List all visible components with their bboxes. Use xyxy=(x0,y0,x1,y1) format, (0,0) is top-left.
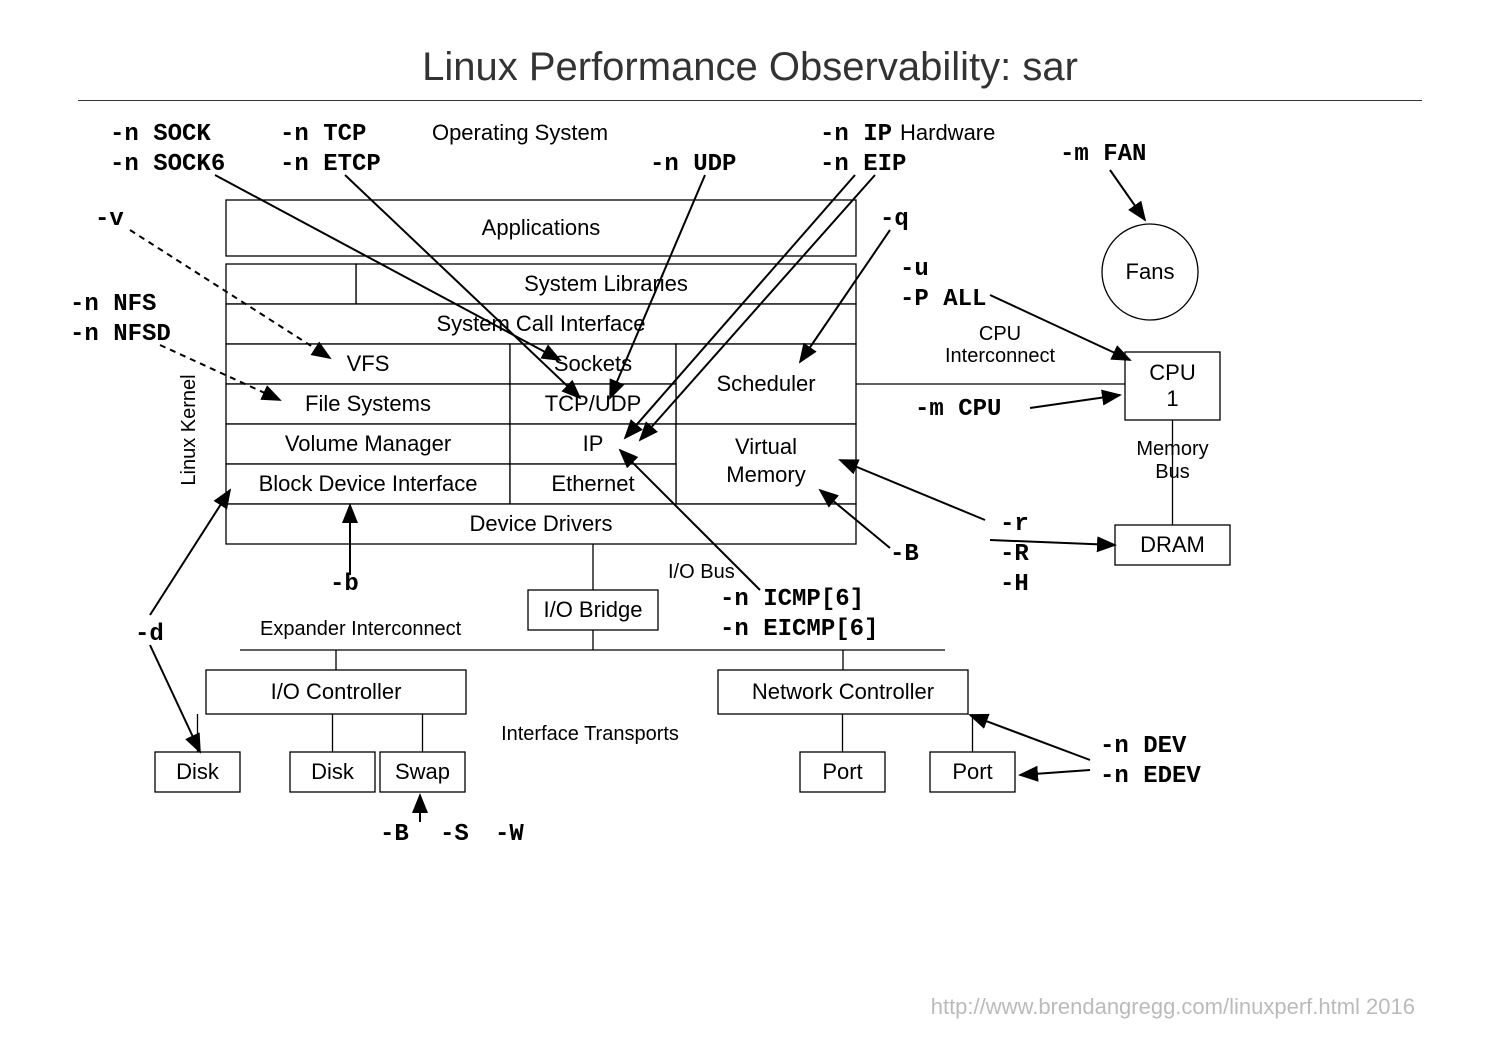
tcpudp-label: TCP/UDP xyxy=(545,391,642,416)
vmem-l1: Virtual xyxy=(735,434,797,459)
vmem-l2: Memory xyxy=(726,462,805,487)
volmgr-label: Volume Manager xyxy=(285,431,451,456)
os-label: Operating System xyxy=(432,120,608,145)
flag-udp: -n UDP xyxy=(650,151,736,178)
arr-d2 xyxy=(150,645,200,752)
swap-label: Swap xyxy=(395,759,450,784)
iobus-label: I/O Bus xyxy=(668,561,735,583)
flag-b-lo: -b xyxy=(330,571,359,598)
flag-sock: -n SOCK xyxy=(110,121,211,148)
disk-1-label: Disk xyxy=(176,759,220,784)
diagram-svg: Operating System Hardware Linux Kernel Appl… xyxy=(0,0,1500,1050)
flag-B-up: -B xyxy=(890,541,919,568)
flag-pall: -P ALL xyxy=(900,286,986,313)
arr-d xyxy=(150,490,230,615)
membus-l1: Memory xyxy=(1136,438,1208,460)
port-1-label: Port xyxy=(822,759,862,784)
cpuinter-l1: CPU xyxy=(979,323,1021,345)
blockdev-label: Block Device Interface xyxy=(259,471,478,496)
cpuinter-l2: Interconnect xyxy=(945,345,1056,367)
cpu-l2: 1 xyxy=(1166,386,1178,411)
flag-u: -u xyxy=(900,256,929,283)
flag-sock6: -n SOCK6 xyxy=(110,151,225,178)
cpu-l1: CPU xyxy=(1149,360,1195,385)
flag-r: -r xyxy=(1000,511,1029,538)
port-2-label: Port xyxy=(952,759,992,784)
flag-swap-W: -W xyxy=(495,821,524,848)
flag-eip: -n EIP xyxy=(820,151,906,178)
arr-edev2 xyxy=(1020,770,1090,775)
flag-nfs: -n NFS xyxy=(70,291,156,318)
arr-mcpu xyxy=(1030,395,1120,408)
flag-swap-B: -B xyxy=(380,821,409,848)
flag-mfan: -m FAN xyxy=(1060,141,1146,168)
flag-q: -q xyxy=(880,206,909,233)
ethernet-label: Ethernet xyxy=(551,471,634,496)
dram-label: DRAM xyxy=(1140,532,1205,557)
linux-kernel-label: Linux Kernel xyxy=(178,374,200,485)
vfs-label: VFS xyxy=(347,351,390,376)
flag-H: -H xyxy=(1000,571,1029,598)
iftrans-label: Interface Transports xyxy=(501,723,679,745)
flag-v: -v xyxy=(95,206,124,233)
flag-d: -d xyxy=(135,621,164,648)
hw-label: Hardware xyxy=(900,120,995,145)
drivers-label: Device Drivers xyxy=(469,511,612,536)
iobridge-label: I/O Bridge xyxy=(543,597,642,622)
filesystems-label: File Systems xyxy=(305,391,431,416)
flag-icmp: -n ICMP[6] xyxy=(720,586,864,613)
flag-dev: -n DEV xyxy=(1100,733,1187,760)
fans-label: Fans xyxy=(1126,259,1175,284)
network-controller-label: Network Controller xyxy=(752,679,934,704)
scheduler-label: Scheduler xyxy=(716,371,815,396)
disk-2-label: Disk xyxy=(311,759,355,784)
expander-label: Expander Interconnect xyxy=(260,618,462,640)
flag-nfsd: -n NFSD xyxy=(70,321,171,348)
flag-R: -R xyxy=(1000,541,1029,568)
flag-tcp: -n TCP xyxy=(280,121,366,148)
ip-label: IP xyxy=(583,431,604,456)
syscall-label: System Call Interface xyxy=(436,311,645,336)
io-controller-label: I/O Controller xyxy=(271,679,402,704)
flag-etcp: -n ETCP xyxy=(280,151,381,178)
flag-mcpu: -m CPU xyxy=(915,396,1001,423)
membus-l2: Bus xyxy=(1155,461,1189,483)
arr-mfan xyxy=(1110,170,1145,220)
arr-Bup2 xyxy=(840,460,985,520)
flag-swap-S: -S xyxy=(440,821,469,848)
flag-eicmp: -n EICMP[6] xyxy=(720,616,878,643)
applications-label: Applications xyxy=(482,215,601,240)
flag-ip: -n IP xyxy=(820,121,892,148)
flag-edev: -n EDEV xyxy=(1100,763,1201,790)
